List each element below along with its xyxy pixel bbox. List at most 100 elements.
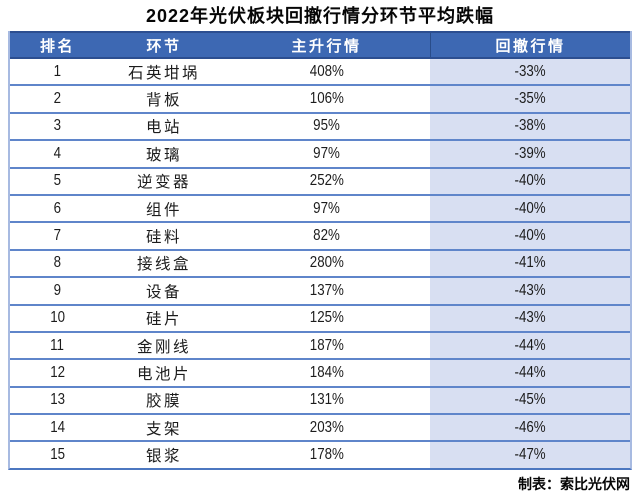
drawdown-cell: -47% [430,442,630,468]
drawdown-value: -39% [514,144,546,162]
rank-cell: 4 [10,141,105,166]
main-rise-cell: 203% [223,415,430,440]
credit-line: 制表：索比光伏网 [518,475,630,492]
segment-name: 支架 [145,420,182,438]
table-row: 9 设备 137% -43% [10,278,630,306]
rank-value: 8 [53,254,62,272]
segment-name: 组件 [145,201,182,219]
main-rise-value: 280% [309,254,344,272]
drawdown-cell: -44% [430,360,630,386]
main-rise-value: 97% [313,199,340,217]
table-row: 3 电站 95% -38% [10,113,630,142]
segment-cell: 胶膜 [105,388,223,413]
table-header: 排名 环节 主升行情 回撤行情 [10,31,630,59]
main-rise-value: 106% [309,90,344,108]
table-row: 12 电池片 184% -44% [10,360,630,388]
main-rise-value: 97% [313,144,340,162]
rank-value: 9 [53,281,62,299]
segment-cell: 电站 [105,114,223,139]
rank-value: 3 [53,117,62,135]
drawdown-value: -43% [514,281,546,299]
main-rise-value: 125% [309,309,344,327]
segment-name: 背板 [145,92,182,110]
drawdown-cell: -35% [430,86,630,112]
table-row: 15 银浆 178% -47% [10,442,630,468]
rank-value: 5 [53,172,62,190]
rank-value: 15 [50,446,65,464]
data-table: 排名 环节 主升行情 回撤行情 1 石英坩埚 408% -33% 2 背板 10… [8,31,632,470]
page-title: 2022年光伏板块回撤行情分环节平均跌幅 [145,6,495,26]
main-rise-cell: 280% [223,251,430,276]
drawdown-cell: -41% [430,250,630,277]
segment-name: 金刚线 [136,338,191,356]
segment-cell: 银浆 [105,442,223,467]
main-rise-cell: 408% [223,59,430,84]
main-rise-value: 252% [309,172,344,190]
rank-cell: 13 [10,388,105,413]
segment-cell: 金刚线 [105,333,223,358]
rank-value: 7 [53,227,62,245]
segment-name: 设备 [145,283,182,301]
rank-value: 11 [50,336,65,354]
drawdown-cell: -33% [430,59,630,85]
main-rise-value: 82% [313,227,340,245]
header-cell-main-rise: 主升行情 [291,37,362,55]
rank-cell: 14 [10,415,105,440]
main-rise-cell: 252% [223,169,430,194]
rank-cell: 1 [10,59,105,84]
main-rise-value: 187% [309,336,344,354]
rank-value: 6 [53,199,62,217]
segment-name: 电站 [145,119,182,137]
segment-name: 逆变器 [136,174,191,192]
header-cell-segment: 环节 [146,37,182,55]
table-row: 7 硅料 82% -40% [10,223,630,251]
rank-cell: 6 [10,196,105,221]
table-row: 1 石英坩埚 408% -33% [10,59,630,87]
segment-cell: 玻璃 [105,141,223,166]
drawdown-value: -47% [514,446,546,464]
main-rise-value: 178% [309,446,344,464]
header-cell-rank: 排名 [39,37,75,55]
main-rise-cell: 178% [223,442,430,467]
table-row: 13 胶膜 131% -45% [10,387,630,416]
segment-cell: 背板 [105,86,223,111]
segment-name: 硅料 [145,229,182,247]
drawdown-cell: -39% [430,141,630,167]
rank-cell: 11 [10,333,105,358]
segment-cell: 硅片 [105,306,223,331]
table-body: 1 石英坩埚 408% -33% 2 背板 106% -35% 3 电站 95%… [10,59,630,468]
drawdown-value: -46% [514,418,546,436]
main-rise-value: 184% [309,363,344,381]
rank-cell: 8 [10,251,105,276]
main-rise-cell: 97% [223,141,430,166]
segment-name: 石英坩埚 [127,64,200,82]
drawdown-cell: -40% [430,195,630,222]
drawdown-value: -44% [514,363,546,381]
segment-name: 硅片 [145,311,182,329]
rank-cell: 7 [10,223,105,248]
drawdown-value: -41% [514,254,546,272]
segment-name: 玻璃 [145,146,182,164]
table-row: 14 支架 203% -46% [10,415,630,443]
drawdown-value: -40% [514,199,546,217]
drawdown-cell: -46% [430,415,630,441]
drawdown-cell: -45% [430,387,630,414]
table-row: 5 逆变器 252% -40% [10,168,630,196]
drawdown-cell: -43% [430,278,630,304]
segment-cell: 电池片 [105,360,223,385]
rank-cell: 9 [10,278,105,303]
drawdown-value: -43% [514,309,546,327]
segment-cell: 设备 [105,278,223,303]
rank-cell: 5 [10,169,105,194]
drawdown-cell: -44% [430,332,630,359]
table-row: 4 玻璃 97% -39% [10,141,630,169]
rank-value: 12 [50,363,65,381]
segment-name: 接线盒 [136,256,191,274]
segment-name: 胶膜 [145,393,182,411]
rank-cell: 15 [10,442,105,467]
rank-value: 14 [50,418,65,436]
segment-cell: 石英坩埚 [105,59,223,84]
drawdown-value: -44% [514,336,546,354]
drawdown-cell: -38% [430,113,630,140]
rank-value: 1 [53,62,62,80]
